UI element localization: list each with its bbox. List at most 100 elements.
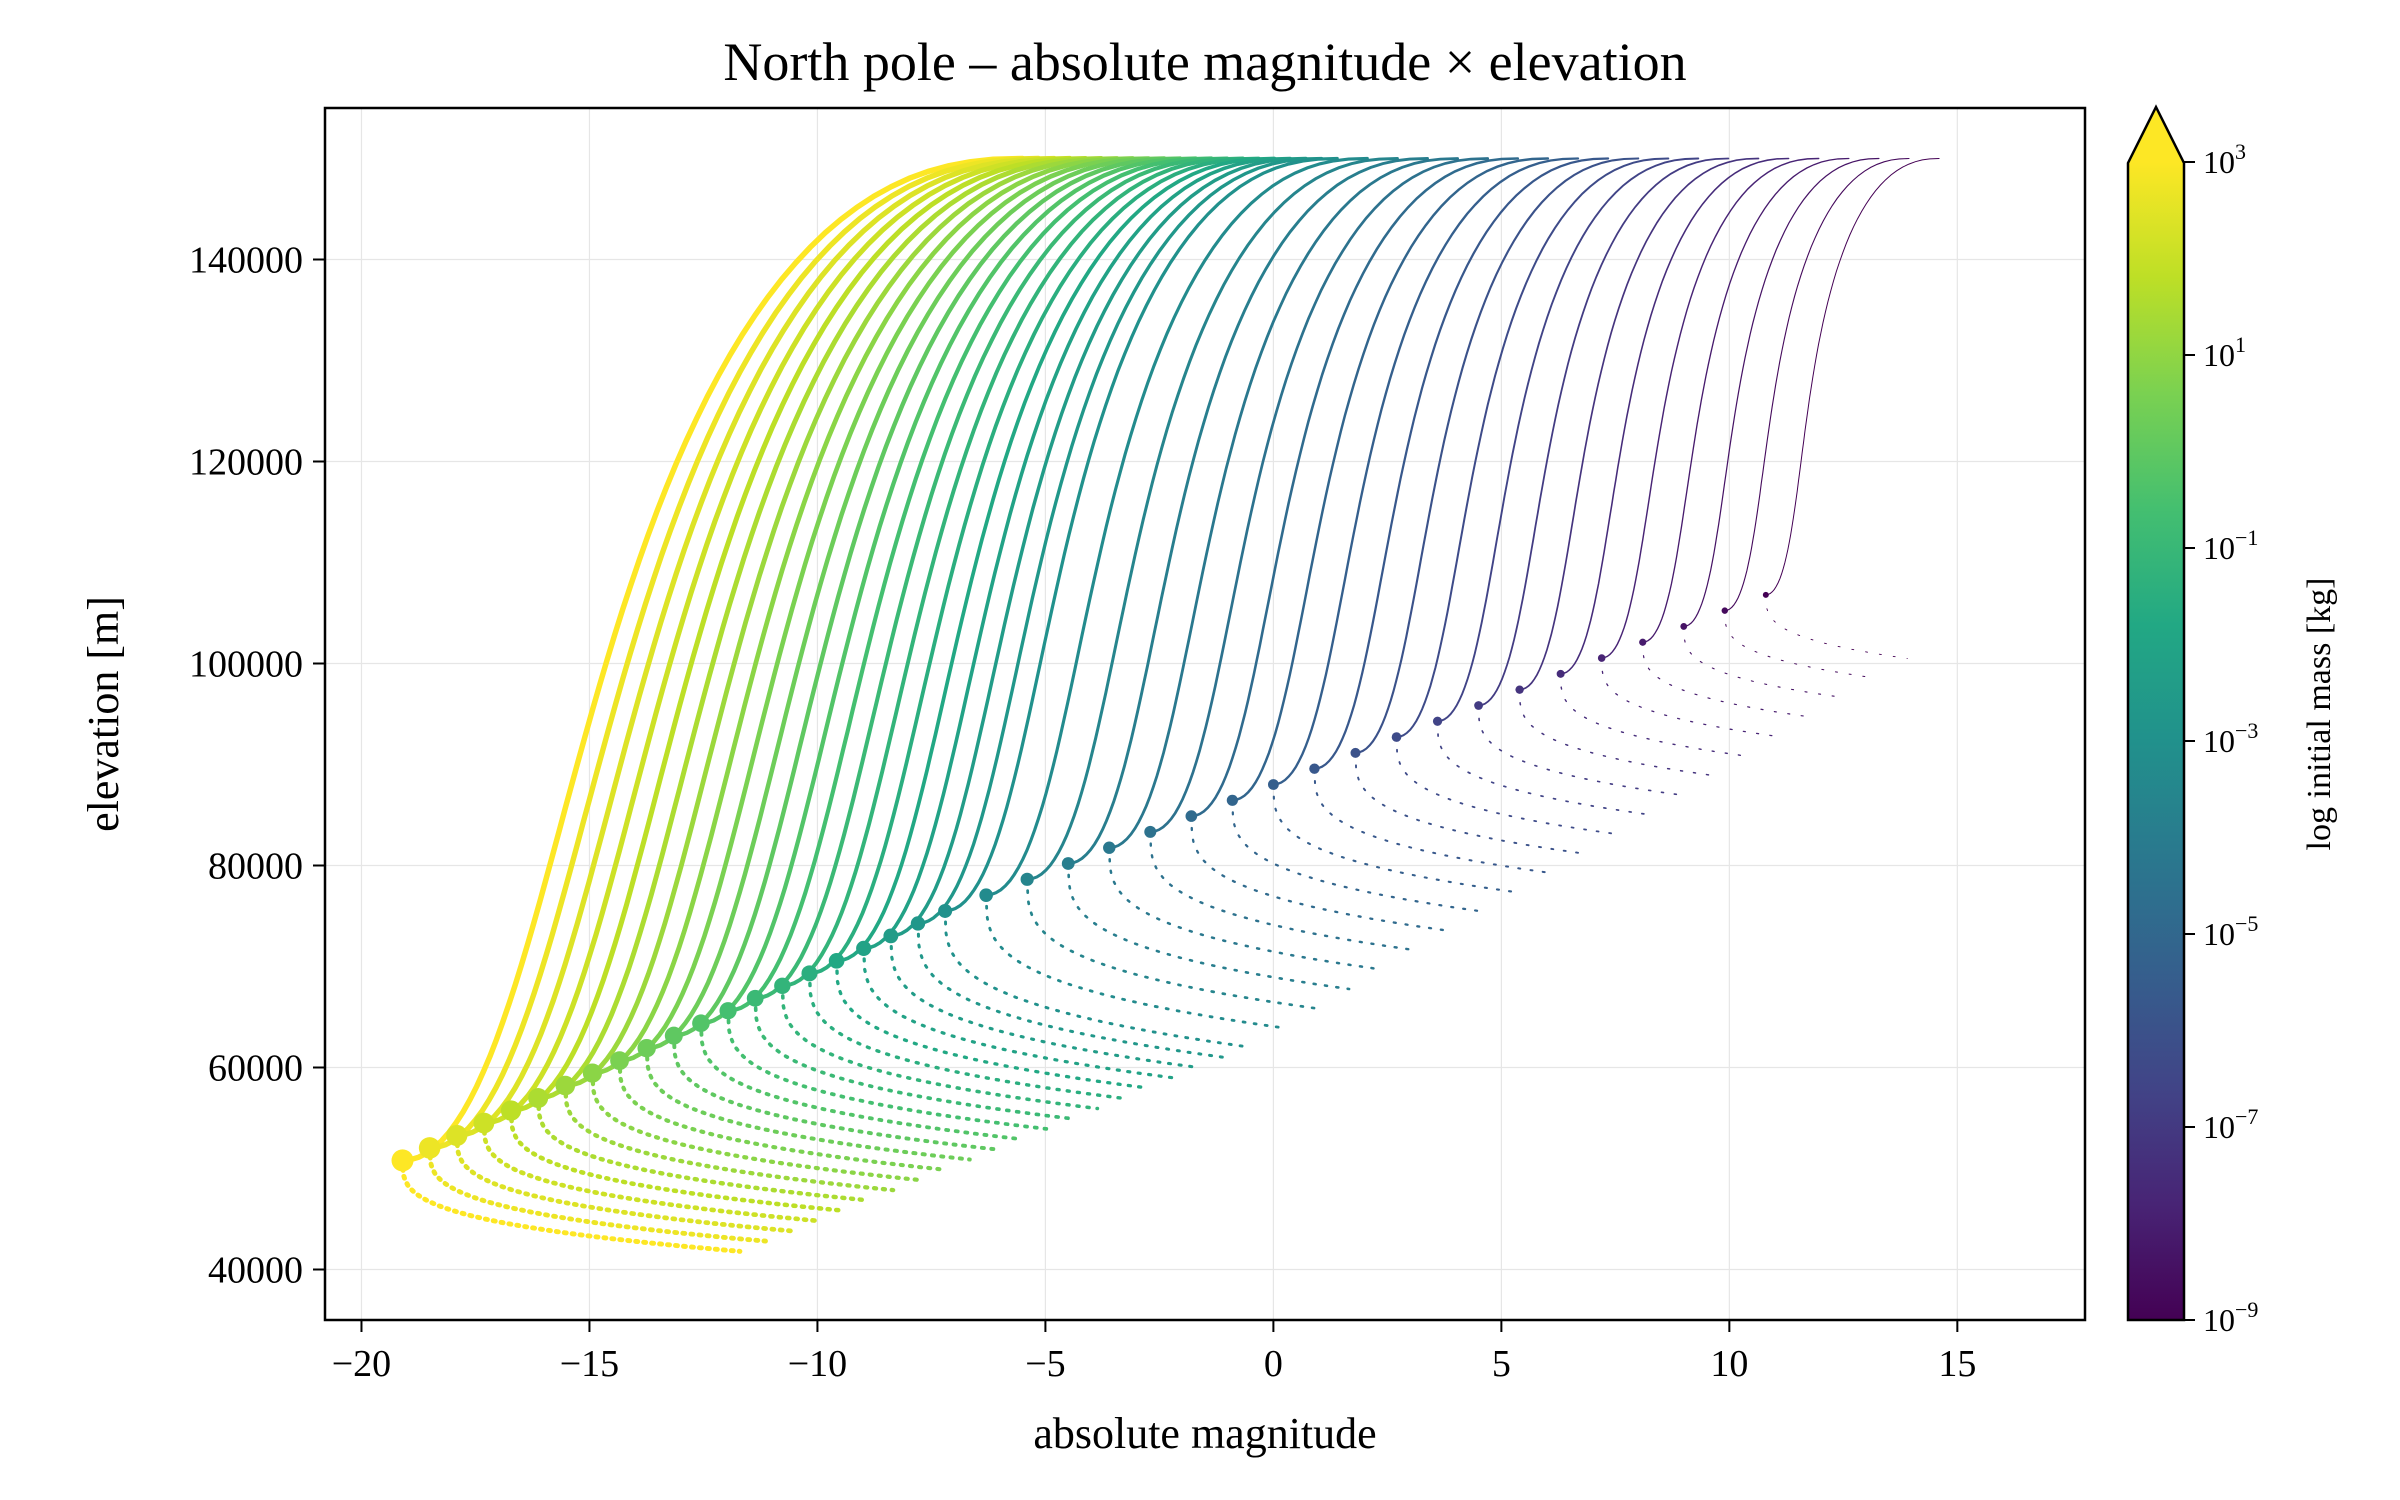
y-axis-ticks: 40000 60000 80000 100000 120000 140000 — [189, 240, 325, 1292]
series-line — [481, 155, 1073, 1126]
series-tail — [698, 1021, 1023, 1142]
peak-marker — [746, 989, 764, 1007]
series-tail — [916, 921, 1227, 1060]
series-tail — [1395, 736, 1613, 835]
series-line — [698, 156, 1198, 1026]
series-tail — [1313, 767, 1548, 874]
x-tick-label: 15 — [1938, 1343, 1976, 1385]
peak-marker — [1185, 810, 1198, 822]
series-tail — [590, 1070, 921, 1183]
x-tick-label: −5 — [1025, 1343, 1065, 1385]
peak-marker — [1680, 623, 1688, 630]
peak-marker — [1639, 638, 1647, 646]
peak-marker — [582, 1063, 603, 1083]
colorbar-label: log initial mass [kg] — [2301, 578, 2338, 851]
peak-marker — [828, 953, 845, 969]
peak-marker — [774, 977, 791, 994]
peak-marker — [1226, 794, 1238, 806]
series-tail — [1066, 862, 1351, 991]
series-line — [1231, 157, 1550, 802]
x-tick-label: −15 — [560, 1343, 619, 1385]
peak-marker — [473, 1112, 495, 1134]
peak-marker — [1267, 779, 1279, 790]
series-line — [671, 156, 1183, 1038]
series-tail — [943, 909, 1253, 1049]
series-line — [834, 156, 1277, 963]
colorbar-tick-label: 10−5 — [2203, 911, 2258, 952]
peak-marker — [1350, 747, 1361, 758]
series-line — [984, 156, 1369, 897]
series-tail — [535, 1095, 870, 1203]
series-tail — [1025, 877, 1318, 1010]
series-tail — [807, 971, 1125, 1101]
peak-marker — [1432, 716, 1443, 726]
plot-frame — [323, 106, 2087, 1322]
series-line — [1642, 157, 1850, 643]
colorbar-extend-max — [2128, 107, 2184, 163]
series-tail — [753, 996, 1074, 1121]
series-tail — [1642, 641, 1810, 718]
series-tail — [834, 959, 1151, 1090]
series-tail — [1354, 751, 1580, 854]
series-line — [454, 155, 1057, 1139]
series-line — [916, 156, 1324, 926]
series-tail — [1107, 846, 1384, 971]
series-tail — [481, 1120, 819, 1224]
x-tick-label: 5 — [1492, 1343, 1511, 1385]
series-line — [1272, 157, 1580, 786]
series-line — [1477, 157, 1730, 707]
y-tick-label: 60000 — [208, 1048, 303, 1090]
series-line — [1107, 157, 1459, 850]
peak-marker — [979, 888, 993, 902]
series-tail — [644, 1046, 972, 1162]
peak-marker — [719, 1002, 737, 1020]
series-line — [1683, 157, 1880, 628]
peak-marker — [555, 1075, 576, 1096]
peak-marker — [446, 1124, 468, 1147]
series-tail — [1436, 720, 1646, 815]
series-line — [1600, 157, 1820, 659]
series-tail — [780, 984, 1100, 1111]
series-line — [1559, 157, 1790, 675]
series-line — [1724, 157, 1910, 612]
colorbar-tick-label: 101 — [2203, 332, 2246, 373]
series-line — [726, 156, 1214, 1013]
x-tick-label: −20 — [332, 1343, 391, 1385]
series-line — [1395, 157, 1670, 739]
series-tail — [1149, 830, 1416, 952]
peak-marker — [1597, 654, 1606, 662]
series-line — [1190, 157, 1520, 818]
series-tail — [454, 1133, 794, 1234]
series-line — [1148, 157, 1490, 834]
series-line — [644, 156, 1167, 1051]
peak-marker — [610, 1051, 629, 1071]
series-tail — [1272, 783, 1515, 893]
peak-marker — [910, 916, 926, 931]
peak-marker — [801, 965, 818, 982]
series-line — [399, 155, 1026, 1164]
series-tail — [1765, 594, 1908, 659]
chart-title: North pole – absolute magnitude × elevat… — [723, 32, 1686, 92]
peak-marker — [938, 903, 953, 918]
peak-marker — [391, 1149, 414, 1172]
series-line — [889, 156, 1308, 938]
series-tail — [1190, 814, 1449, 932]
peak-marker — [1474, 701, 1483, 710]
series-line — [535, 156, 1104, 1101]
series-line — [1354, 157, 1640, 754]
x-axis-ticks: −20 −15 −10 −5 0 5 10 15 — [332, 1320, 1976, 1385]
y-tick-label: 100000 — [189, 644, 303, 686]
series-line — [807, 156, 1261, 976]
peak-marker — [883, 928, 899, 944]
y-tick-label: 120000 — [189, 442, 303, 484]
x-tick-label: −10 — [788, 1343, 847, 1385]
series-tail — [508, 1108, 845, 1213]
x-tick-label: 0 — [1264, 1343, 1283, 1385]
peak-marker — [692, 1014, 710, 1033]
series-line — [943, 156, 1339, 913]
peak-marker — [856, 940, 872, 956]
peak-marker — [1721, 607, 1728, 614]
x-tick-label: 10 — [1710, 1343, 1748, 1385]
y-tick-label: 40000 — [208, 1250, 303, 1292]
